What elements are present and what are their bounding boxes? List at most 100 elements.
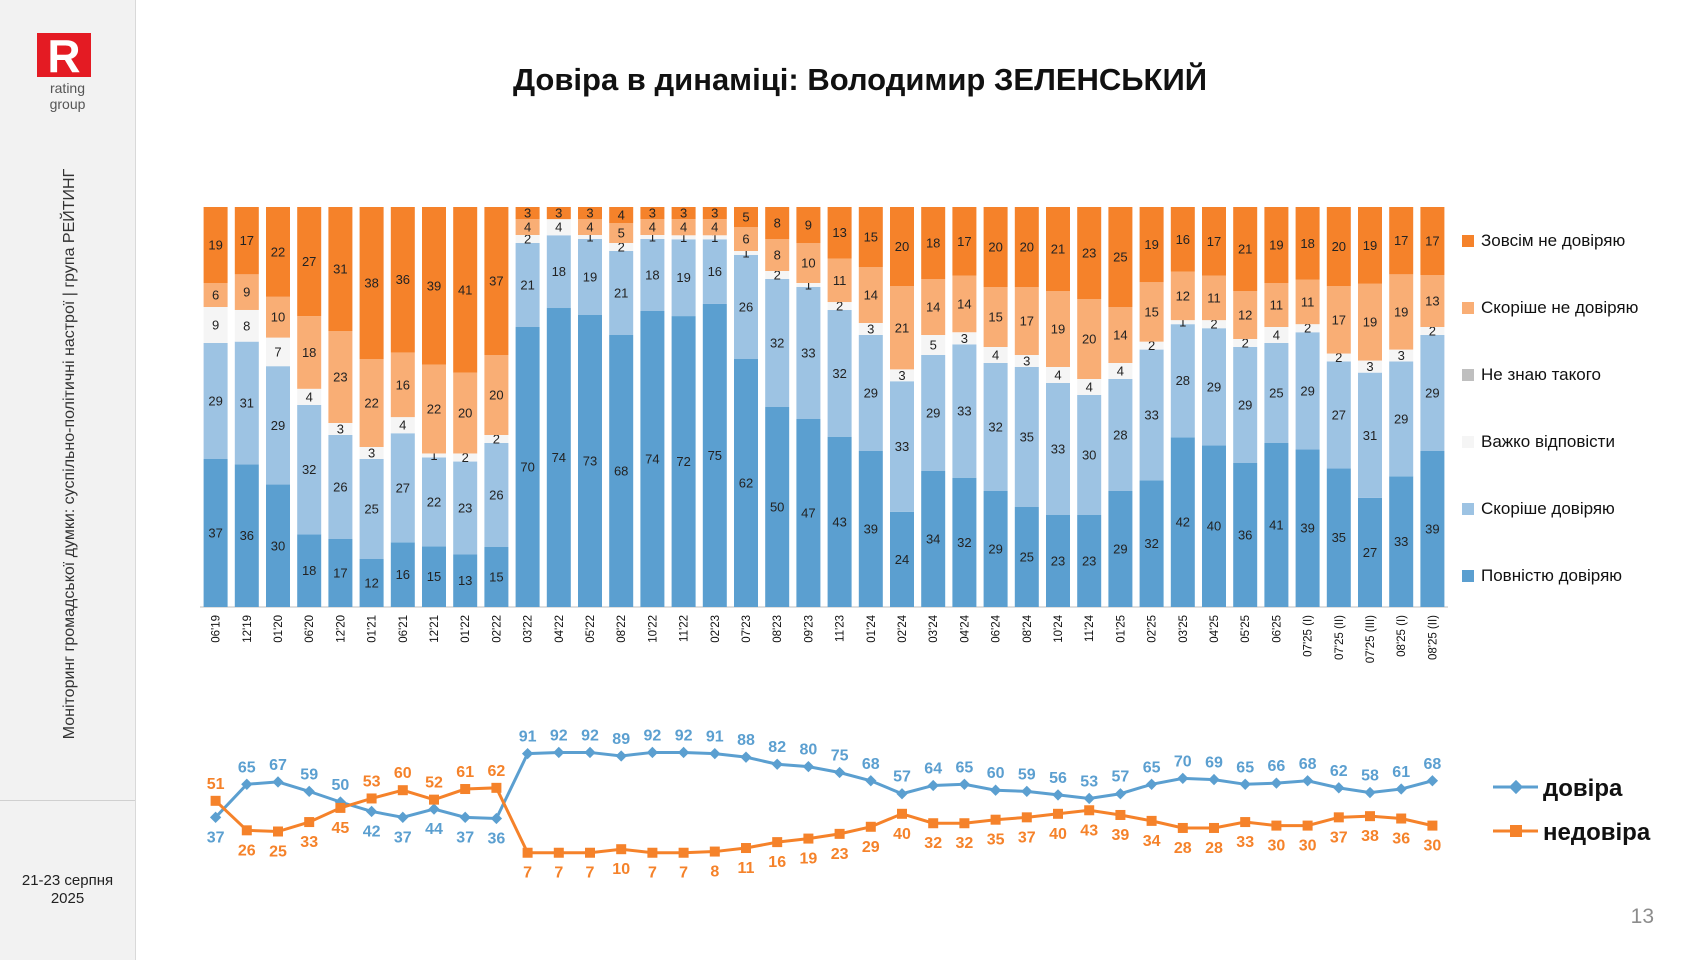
- point-marker: [1364, 786, 1376, 799]
- bar-segment-label: 27: [396, 480, 410, 495]
- bar-segment: [827, 258, 852, 303]
- point-marker: [772, 837, 783, 848]
- bar-segment-label: 2: [836, 299, 843, 314]
- point-label: 65: [1143, 759, 1161, 776]
- bar-segment-label: 13: [832, 225, 846, 240]
- bar-segment: [1233, 463, 1258, 607]
- bar-segment: [359, 447, 384, 459]
- point-marker: [397, 811, 409, 823]
- bar-segment-label: 18: [926, 236, 940, 251]
- x-tick-label: 07'25 (I): [1303, 615, 1315, 657]
- point-marker: [865, 775, 877, 787]
- point-label: 43: [1080, 822, 1098, 839]
- bar-segment: [796, 283, 821, 287]
- bar-segment: [390, 417, 415, 434]
- point-marker: [1395, 783, 1407, 795]
- bar-segment-label: 15: [427, 569, 441, 584]
- point-marker: [1240, 817, 1251, 828]
- x-tick-label: 05'22: [585, 615, 597, 643]
- bar-segment-label: 14: [957, 296, 971, 311]
- bar-segment: [359, 459, 384, 559]
- point-label: 29: [862, 839, 880, 856]
- bar-segment: [609, 207, 634, 223]
- bar-segment: [1108, 491, 1133, 607]
- bar-segment-label: 19: [1269, 238, 1283, 253]
- rating-group-logo: R: [37, 33, 91, 77]
- bar-segment: [1326, 468, 1351, 607]
- bar-segment: [734, 207, 758, 227]
- bar-segment-label: 16: [1176, 232, 1190, 247]
- bar-segment-label: 3: [867, 322, 874, 337]
- bar-segment: [1139, 282, 1164, 342]
- bar-segment-label: 70: [520, 460, 534, 475]
- point-label: 45: [332, 820, 350, 837]
- bar-segment: [1326, 286, 1351, 354]
- bar-segment-label: 1: [586, 230, 593, 245]
- bar-segment: [1014, 507, 1039, 607]
- bar-segment: [266, 337, 290, 367]
- bar-segment-label: 27: [1363, 545, 1377, 560]
- bar-segment-label: 39: [1425, 522, 1439, 537]
- bar-segment: [1420, 207, 1445, 275]
- point-label: 91: [519, 729, 537, 746]
- point-label: 59: [1018, 766, 1036, 783]
- point-marker: [803, 833, 814, 844]
- point-label: 61: [456, 764, 474, 781]
- x-tick-label: 07'25 (II): [1334, 615, 1346, 660]
- bar-segment-label: 13: [458, 573, 472, 588]
- bar-segment: [1139, 341, 1164, 350]
- x-tick-label: 07'25 (III): [1365, 615, 1377, 663]
- x-tick-label: 10'22: [647, 615, 659, 643]
- bar-segment-label: 16: [396, 377, 410, 392]
- bar-segment-label: 3: [337, 422, 344, 437]
- bar-segment: [983, 491, 1008, 607]
- bar-segment-label: 30: [271, 538, 285, 553]
- bar-segment: [1202, 328, 1226, 446]
- series-line-недовіра: [214, 786, 1433, 855]
- bar-segment-label: 21: [1051, 242, 1065, 257]
- bar-segment: [952, 207, 977, 276]
- bar-segment: [578, 219, 602, 235]
- bar-segment-label: 5: [618, 226, 625, 241]
- point-label: 37: [394, 829, 412, 846]
- bar-segment-label: 4: [306, 389, 313, 404]
- bar-segment-label: 18: [302, 563, 316, 578]
- bar-segment: [1139, 480, 1164, 607]
- point-marker: [1145, 778, 1158, 790]
- bar-segment: [1202, 320, 1226, 329]
- point-marker: [366, 793, 377, 804]
- point-marker: [678, 847, 689, 858]
- point-marker: [304, 817, 315, 828]
- bar-segment-label: 9: [805, 218, 812, 233]
- bar-segment-label: 3: [555, 206, 562, 221]
- bar-segment: [484, 443, 509, 547]
- bar-segment-label: 21: [614, 286, 628, 301]
- bar-segment: [734, 227, 758, 251]
- point-marker: [1333, 782, 1345, 794]
- point-marker: [958, 778, 971, 790]
- bar-segment-label: 8: [774, 248, 781, 263]
- bar-segment: [1170, 437, 1195, 607]
- bar-segment-label: 34: [926, 532, 940, 547]
- bar-segment-label: 29: [864, 386, 878, 401]
- point-marker: [1426, 775, 1439, 787]
- point-marker: [927, 779, 939, 792]
- bar-segment-label: 17: [240, 233, 254, 248]
- bar-segment: [266, 484, 290, 607]
- point-marker: [740, 751, 752, 763]
- bar-segment: [921, 471, 946, 607]
- bar-segment-label: 38: [364, 276, 378, 291]
- x-tick-label: 05'25: [1240, 615, 1252, 643]
- bar-segment: [328, 423, 353, 435]
- x-tick-label: 08'23: [772, 615, 784, 643]
- bar-segment-label: 21: [895, 320, 909, 335]
- bar-segment-label: 32: [957, 535, 971, 550]
- legend-label: Повністю довіряю: [1481, 566, 1622, 585]
- bar-segment-label: 25: [1269, 386, 1283, 401]
- bar-segment-label: 16: [708, 264, 722, 279]
- bar-segment: [422, 453, 446, 458]
- bar-segment-label: 2: [774, 268, 781, 283]
- bar-segment-label: 11: [833, 273, 847, 288]
- point-label: 51: [207, 776, 225, 793]
- bar-segment: [890, 286, 914, 370]
